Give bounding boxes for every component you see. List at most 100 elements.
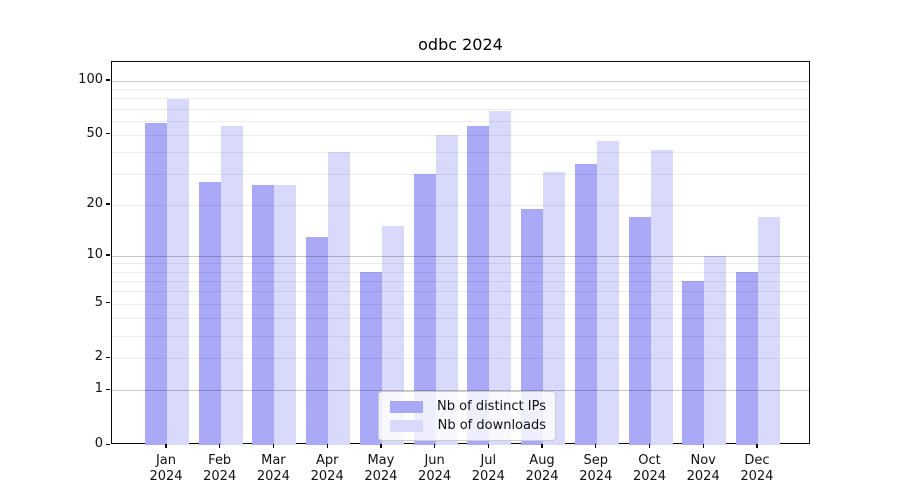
x-tick-month: Dec — [744, 453, 770, 468]
gridline-minor — [112, 152, 809, 153]
x-tick-label: May 2024 — [349, 453, 413, 484]
x-tick-mark — [165, 444, 167, 448]
plot-area — [111, 61, 810, 445]
x-tick-month: Apr — [315, 453, 339, 468]
x-tick-label: Oct 2024 — [618, 453, 682, 484]
legend-item: Nb of distinct IPs — [390, 397, 546, 416]
bar-downloads — [381, 226, 404, 445]
x-tick-year: 2024 — [418, 468, 452, 484]
x-tick-mark — [487, 444, 489, 448]
gridline-minor — [112, 120, 809, 122]
y-tick-label: 50 — [86, 125, 103, 141]
x-tick-mark — [326, 444, 328, 448]
x-tick-label: Mar 2024 — [241, 453, 305, 484]
x-tick-mark — [541, 444, 543, 448]
x-tick-month: Sep — [583, 453, 609, 468]
bar-downloads — [650, 150, 673, 445]
x-tick-label: Jan 2024 — [134, 453, 198, 484]
x-tick-mark — [272, 444, 275, 448]
y-tick-label: 2 — [94, 349, 103, 365]
x-tick-year: 2024 — [364, 468, 398, 484]
bar-distinct-ips — [735, 271, 758, 445]
gridline-major — [112, 80, 809, 82]
x-tick-label: Dec 2024 — [725, 453, 789, 484]
bar-downloads — [489, 110, 512, 445]
bar-distinct-ips — [574, 164, 597, 445]
x-tick-label: Jun 2024 — [403, 453, 467, 484]
gridline-minor — [112, 134, 809, 136]
legend-label: Nb of downloads — [437, 418, 546, 433]
chart-title: odbc 2024 — [418, 35, 503, 54]
bar-downloads — [757, 216, 780, 445]
x-tick-month: Oct — [638, 453, 661, 468]
x-tick-label: Aug 2024 — [510, 453, 574, 484]
x-tick-label: Jul 2024 — [456, 453, 520, 484]
bar-downloads — [543, 171, 565, 445]
x-tick-mark — [756, 444, 758, 448]
x-tick-month: Jul — [480, 453, 497, 468]
x-tick-year: 2024 — [256, 468, 290, 484]
y-tick-label: 0 — [94, 436, 103, 451]
bar-distinct-ips — [306, 236, 329, 445]
x-tick-month: Jun — [424, 453, 445, 468]
bar-downloads — [704, 255, 727, 445]
legend-swatch-distinct-ips — [390, 400, 423, 413]
x-tick-mark — [595, 444, 597, 448]
x-tick-label: Feb 2024 — [188, 453, 252, 484]
x-tick-year: 2024 — [686, 468, 720, 484]
bar-distinct-ips — [145, 123, 167, 445]
bar-distinct-ips — [521, 208, 543, 445]
y-tick-label: 20 — [86, 195, 103, 211]
x-tick-year: 2024 — [740, 468, 774, 484]
legend-item: Nb of downloads — [390, 416, 546, 435]
bar-distinct-ips — [628, 216, 651, 445]
x-tick-month: Jan — [155, 453, 177, 468]
x-tick-month: Aug — [529, 453, 555, 468]
y-tick-mark — [106, 133, 110, 135]
bar-distinct-ips — [252, 184, 275, 445]
bar-downloads — [274, 184, 297, 445]
bar-distinct-ips — [359, 271, 382, 445]
gridline-minor — [112, 89, 809, 90]
x-tick-year: 2024 — [203, 468, 237, 484]
y-tick-label: 100 — [78, 71, 103, 87]
x-tick-mark — [219, 444, 221, 448]
y-tick-mark — [106, 254, 110, 256]
bar-downloads — [328, 152, 351, 445]
y-tick-mark — [106, 79, 110, 81]
x-tick-year: 2024 — [471, 468, 505, 484]
y-tick-mark — [106, 302, 110, 304]
x-tick-month: Feb — [208, 453, 232, 468]
bar-distinct-ips — [198, 182, 221, 445]
gridline-minor — [112, 98, 809, 100]
x-tick-month: Nov — [690, 453, 716, 468]
y-tick-mark — [106, 388, 110, 391]
y-tick-mark — [106, 203, 110, 205]
y-tick-label: 1 — [94, 381, 103, 397]
bar-distinct-ips — [467, 126, 490, 445]
bar-distinct-ips — [682, 280, 705, 445]
x-tick-year: 2024 — [579, 468, 613, 484]
gridline-minor — [112, 174, 809, 175]
bar-downloads — [596, 141, 619, 445]
x-tick-year: 2024 — [310, 468, 344, 484]
bar-downloads — [167, 99, 189, 445]
x-tick-mark — [702, 444, 704, 448]
x-tick-year: 2024 — [632, 468, 667, 484]
y-tick-label: 5 — [94, 294, 103, 310]
legend: Nb of distinct IPs Nb of downloads — [378, 391, 556, 441]
bar-downloads — [435, 134, 458, 445]
x-tick-label: Apr 2024 — [295, 453, 359, 484]
x-tick-month: Mar — [261, 453, 286, 468]
x-tick-year: 2024 — [149, 468, 183, 484]
legend-label: Nb of distinct IPs — [437, 399, 546, 414]
x-tick-label: Nov 2024 — [671, 453, 735, 484]
x-tick-mark — [434, 444, 436, 448]
x-tick-year: 2024 — [525, 468, 559, 484]
y-tick-mark — [106, 443, 110, 445]
bar-distinct-ips — [413, 174, 436, 445]
x-tick-month: May — [367, 453, 395, 468]
x-tick-label: Sep 2024 — [564, 453, 628, 484]
x-tick-mark — [648, 444, 651, 448]
